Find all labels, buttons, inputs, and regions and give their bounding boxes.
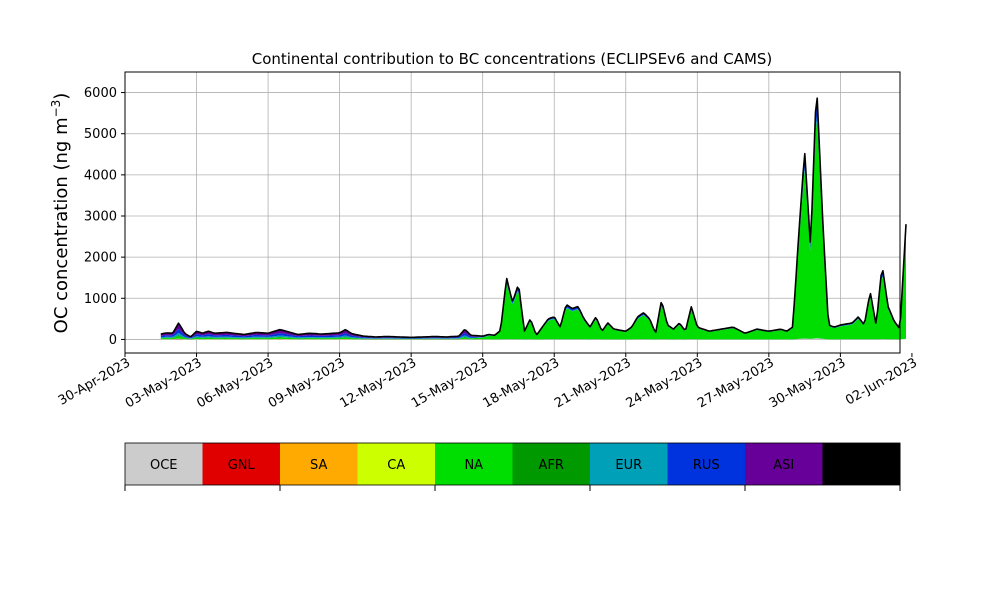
area-series (160, 98, 907, 340)
x-tick-label: 18-May-2023 (481, 355, 563, 411)
grid-lines (124, 72, 900, 353)
legend-label-afr: AFR (539, 458, 564, 473)
legend-label-aus: AUS (848, 458, 875, 473)
legend-swatch-ca (357, 443, 436, 485)
legend-label-sa: SA (310, 458, 327, 473)
legend-colorbar: OCE GNL SA CA NA AFR EUR RUS ASI AUS (124, 442, 901, 491)
legend-swatch-aus (822, 443, 901, 485)
legend-swatch-rus (667, 443, 746, 485)
x-tick-label: 15-May-2023 (409, 355, 491, 411)
legend-label-asi: ASI (773, 458, 794, 473)
x-tick-label: 24-May-2023 (624, 355, 706, 411)
x-tick-label: 30-May-2023 (767, 355, 849, 411)
total-line (160, 97, 907, 339)
legend-label-gnl: GNL (228, 458, 256, 473)
y-tick-label: 2000 (84, 251, 117, 266)
y-tick-label: 1000 (84, 292, 117, 307)
legend-swatch-sa (280, 443, 358, 485)
y-axis-label: OC concentration (ng m−3) (49, 93, 72, 334)
y-axis-ticks: 0 1000 2000 3000 4000 5000 6000 (84, 86, 125, 348)
x-tick-label: 02-Jun-2023 (843, 355, 920, 408)
y-tick-label: 4000 (84, 168, 117, 183)
legend-swatch-na (435, 443, 513, 485)
y-tick-label: 3000 (84, 209, 117, 224)
legend-swatch-afr (512, 443, 591, 485)
legend-swatch-asi (745, 443, 823, 485)
chart-title: Continental contribution to BC concentra… (252, 50, 773, 68)
legend-swatch-oce (125, 443, 203, 485)
x-tick-label: 27-May-2023 (695, 355, 777, 411)
x-tick-label: 12-May-2023 (337, 355, 419, 411)
legend-label-na: NA (464, 458, 483, 473)
x-tick-label: 06-May-2023 (194, 355, 276, 411)
total-concentration-line (160, 97, 907, 339)
y-tick-label: 5000 (84, 127, 117, 142)
y-tick-label: 6000 (84, 86, 117, 101)
x-tick-label: 30-Apr-2023 (56, 355, 133, 408)
area-gnl (160, 338, 907, 340)
legend-swatch-eur (590, 443, 668, 485)
area-ca (160, 338, 907, 340)
x-tick-label: 21-May-2023 (552, 355, 634, 411)
x-tick-label: 03-May-2023 (123, 355, 205, 411)
plot-frame (124, 71, 901, 354)
legend-label-eur: EUR (615, 458, 642, 473)
legend-label-rus: RUS (693, 458, 720, 473)
x-tick-label: 09-May-2023 (266, 355, 348, 411)
legend-label-ca: CA (387, 458, 405, 473)
legend-frame (124, 442, 901, 486)
legend-swatch-gnl (202, 443, 281, 485)
x-axis-ticks: 30-Apr-202303-May-202306-May-202309-May-… (56, 353, 920, 411)
y-tick-label: 0 (109, 333, 117, 348)
legend-label-oce: OCE (150, 458, 178, 473)
